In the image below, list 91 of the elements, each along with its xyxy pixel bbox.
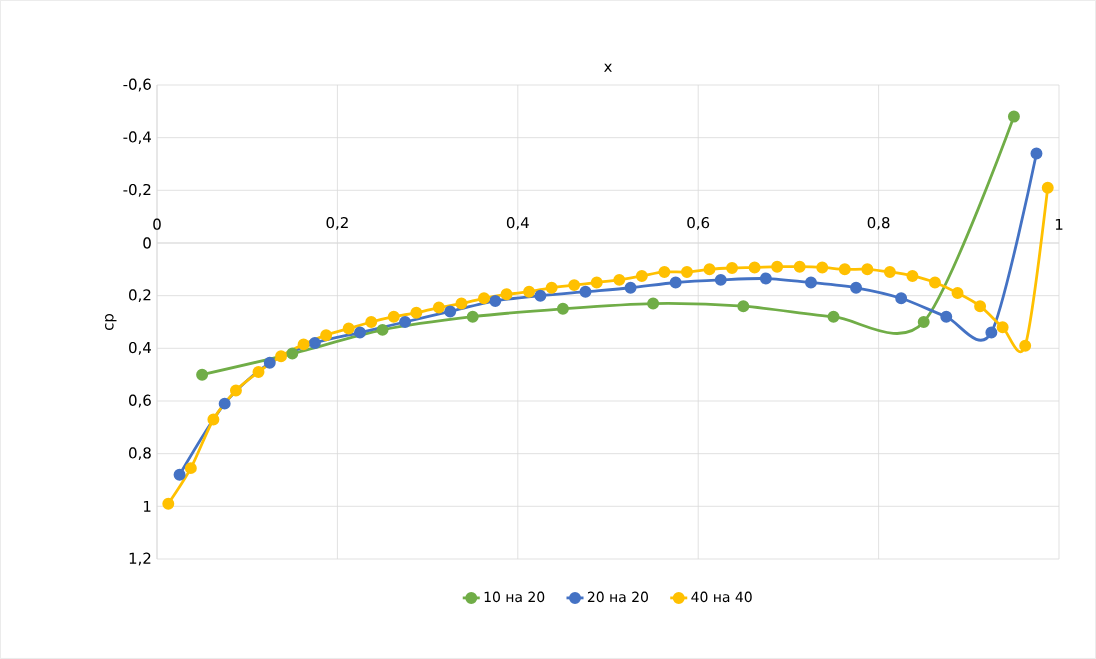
point — [410, 306, 423, 319]
point — [647, 297, 660, 310]
point — [376, 323, 389, 336]
point — [489, 294, 502, 307]
point — [974, 300, 987, 313]
point — [184, 462, 197, 475]
point — [1019, 339, 1032, 352]
point — [523, 285, 536, 298]
y-tick-label: 1 — [143, 500, 151, 512]
point — [804, 276, 817, 289]
x-tick-label: 0,8 — [867, 217, 890, 230]
point — [929, 276, 941, 289]
x-axis-title: x — [604, 63, 612, 72]
point — [906, 269, 919, 282]
point — [838, 263, 851, 276]
x-tick-label: 0 — [153, 218, 161, 230]
point — [444, 305, 457, 318]
point — [613, 273, 626, 286]
y-tick-label: -0,6 — [123, 78, 151, 92]
point — [985, 326, 998, 339]
point — [207, 413, 220, 426]
point — [263, 356, 276, 369]
point — [883, 265, 896, 278]
legend-label: 20 на 20 — [587, 591, 648, 603]
point — [478, 292, 490, 305]
y-tick-label: 0,4 — [129, 341, 151, 355]
point — [399, 316, 412, 328]
point — [365, 316, 378, 328]
point — [297, 338, 310, 351]
point — [771, 260, 784, 273]
point — [286, 347, 299, 360]
legend-label: 40 на 40 — [691, 591, 752, 603]
point — [669, 276, 682, 289]
point — [850, 281, 863, 294]
point — [218, 397, 231, 410]
point — [1041, 181, 1054, 194]
x-tick-label: 0,2 — [326, 217, 348, 230]
point — [1030, 147, 1043, 160]
point — [1007, 110, 1020, 123]
point — [579, 285, 592, 298]
point — [162, 497, 175, 510]
y-tick-label: 0,6 — [129, 394, 151, 408]
legend-label: 10 на 20 — [484, 591, 545, 603]
point — [624, 281, 637, 294]
point — [353, 326, 366, 339]
point — [951, 287, 964, 300]
point — [568, 279, 581, 292]
point — [342, 322, 355, 335]
point — [320, 329, 333, 342]
point — [229, 384, 242, 397]
point — [455, 297, 468, 310]
point — [252, 366, 265, 379]
point — [793, 260, 806, 273]
point — [500, 288, 513, 301]
y-tick-label: 0,2 — [129, 289, 151, 303]
point — [940, 310, 953, 323]
point — [387, 310, 400, 323]
point — [827, 310, 840, 323]
point — [917, 316, 930, 328]
point — [658, 265, 671, 278]
point — [748, 261, 761, 274]
x-tick-label: 1 — [1055, 218, 1063, 230]
point — [590, 276, 603, 289]
point — [432, 301, 445, 314]
point — [680, 265, 693, 278]
point — [635, 269, 648, 282]
point — [703, 263, 716, 276]
point — [466, 310, 479, 323]
point — [308, 337, 321, 350]
y-axis-title: cp — [105, 313, 117, 331]
y-tick-label: 1,2 — [129, 552, 151, 566]
point — [534, 289, 547, 302]
y-tick-label: -0,2 — [123, 183, 151, 197]
y-tick-label: 0 — [143, 237, 151, 249]
point — [275, 350, 288, 363]
point — [895, 292, 908, 305]
y-tick-label: 0,8 — [129, 447, 151, 461]
point — [759, 272, 772, 285]
x-tick-label: 0,4 — [506, 217, 529, 230]
point — [816, 261, 829, 274]
y-tick-label: -0,4 — [123, 131, 151, 145]
point — [996, 321, 1009, 334]
point — [556, 302, 569, 315]
point — [737, 300, 750, 313]
point — [545, 281, 558, 294]
point — [196, 368, 209, 381]
point — [861, 263, 874, 276]
point — [714, 273, 727, 286]
point — [173, 468, 186, 481]
x-tick-label: 0,6 — [687, 217, 710, 230]
point — [726, 262, 739, 274]
